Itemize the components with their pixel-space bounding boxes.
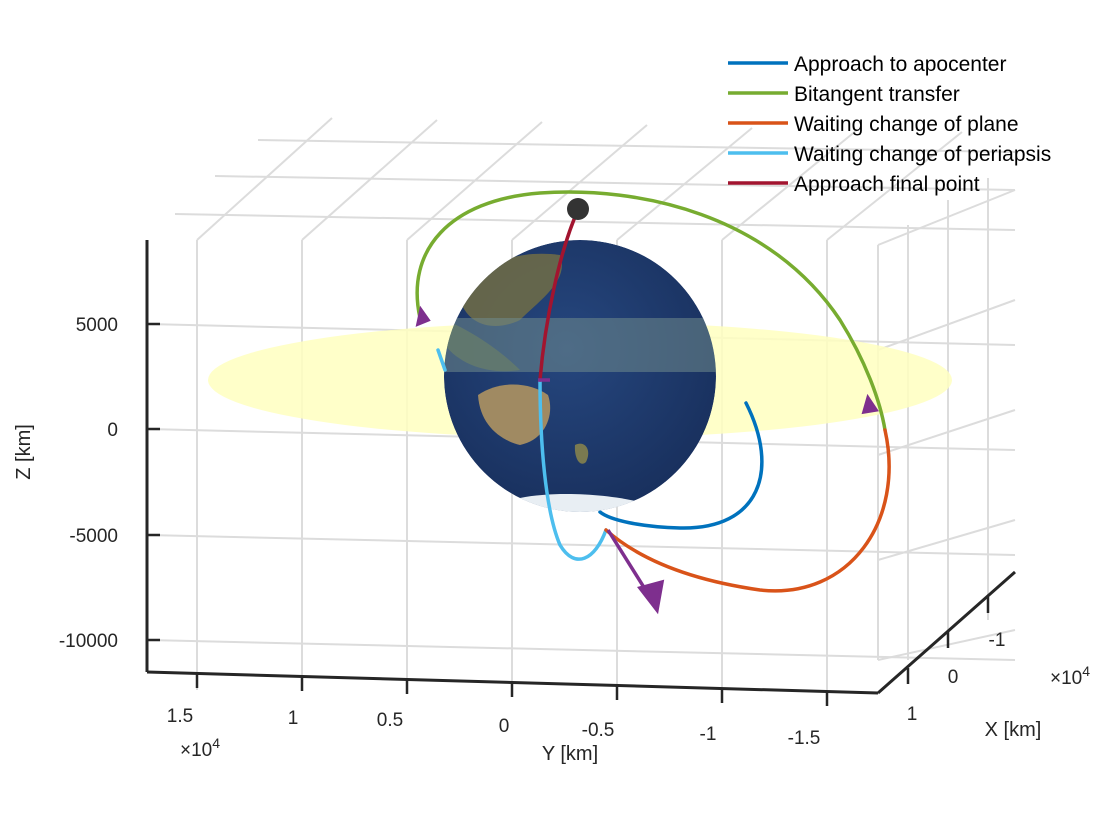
bitangent-transfer-line [415,190,887,432]
x-tick-label: 1 [907,704,918,725]
legend-entry: Approach to apocenter [794,53,1006,76]
axes-frame [145,240,1016,695]
final-point-marker [567,198,589,220]
y-tick-label: 0 [499,716,510,737]
x-axis-exponent: ×104 [1050,663,1090,689]
y-tick-label: 1.5 [167,706,193,727]
legend-entry: Approach final point [794,173,980,196]
earth-globe [444,240,716,512]
y-tick-label: -1 [700,724,717,745]
approach-apocenter-line [598,401,764,530]
maneuver-arrows [415,305,879,615]
legend-entry: Waiting change of plane [794,113,1019,136]
tick-marks [147,322,990,706]
x-axis-label: X [km] [985,719,1042,741]
x-tick-label: 0 [948,667,959,688]
legend: Approach to apocenter Bitangent transfer… [728,53,1051,196]
y-tick-label: 0.5 [377,710,403,731]
z-tick-label: -10000 [59,631,118,652]
x-tick-label: -1 [989,630,1006,651]
y-axis-exponent: ×104 [180,735,220,761]
y-tick-label: 1 [288,708,299,729]
waiting-plane-line [604,428,891,593]
z-axis-label: Z [km] [13,424,35,480]
y-tick-label: -1.5 [788,728,821,749]
y-axis-label: Y [km] [542,743,598,765]
approach-final-line [538,208,580,382]
z-tick-label: -5000 [69,526,118,547]
legend-entry: Bitangent transfer [794,83,960,106]
z-tick-label: 0 [107,420,118,441]
z-tick-label: 5000 [76,315,118,336]
y-tick-label: -0.5 [582,720,615,741]
legend-entry: Waiting change of periapsis [794,143,1051,166]
waiting-periapsis-line [436,348,608,561]
